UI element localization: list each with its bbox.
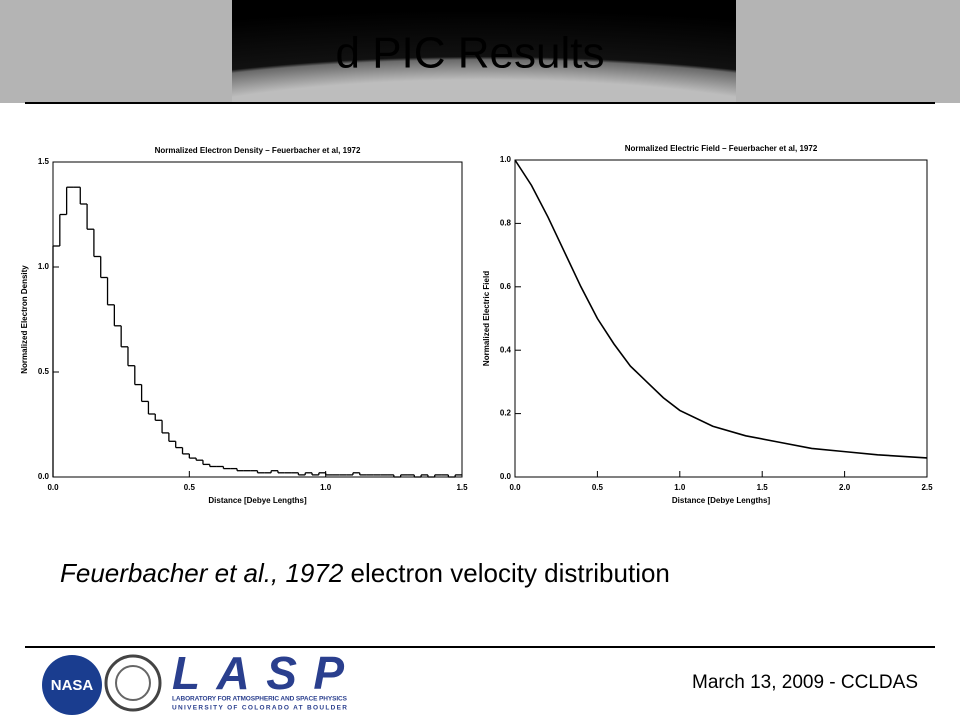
y-axis-label: Normalized Electric Field — [482, 271, 491, 366]
x-tick-label: 1.0 — [320, 483, 332, 492]
x-tick-label: 1.0 — [674, 483, 686, 492]
y-tick-label: 0.0 — [38, 472, 50, 481]
lasp-line1: LABORATORY FOR ATMOSPHERIC AND SPACE PHY… — [172, 696, 348, 703]
y-tick-label: 1.0 — [38, 262, 50, 271]
x-axis-label: Distance [Debye Lengths] — [672, 496, 771, 505]
x-tick-label: 0.0 — [47, 483, 59, 492]
x-axis-label: Distance [Debye Lengths] — [208, 496, 307, 505]
y-tick-label: 0.8 — [500, 219, 512, 228]
date: March 13, 2009 - CCLDAS — [692, 672, 918, 693]
y-tick-label: 1.0 — [500, 155, 512, 164]
y-tick-label: 0.6 — [500, 282, 512, 291]
slide-title: d PIC Results — [336, 29, 605, 78]
plot-frame — [514, 159, 928, 478]
x-tick-label: 0.5 — [592, 483, 604, 492]
y-tick-label: 0.5 — [38, 367, 50, 376]
x-tick-label: 1.5 — [757, 483, 769, 492]
chart-title: Normalized Electron Density – Feuerbache… — [155, 146, 361, 155]
y-tick-label: 1.5 — [38, 157, 50, 166]
line-series — [514, 159, 928, 459]
y-tick-label: 0.0 — [500, 472, 512, 481]
header-image — [232, 0, 736, 103]
y-axis-label: Normalized Electron Density — [20, 265, 29, 374]
cu-seal-inner — [115, 665, 151, 701]
lasp-line2: UNIVERSITY OF COLORADO AT BOULDER — [172, 705, 347, 712]
cu-seal — [104, 654, 162, 712]
lasp-logo: LASP — [172, 647, 344, 699]
caption: Feuerbacher et al., 1972 electron veloci… — [60, 558, 670, 588]
chart-title: Normalized Electric Field – Feuerbacher … — [625, 144, 818, 153]
x-tick-label: 2.5 — [921, 483, 933, 492]
caption-citation: Feuerbacher et al., 1972 — [60, 558, 344, 588]
x-tick-label: 1.5 — [456, 483, 468, 492]
caption-text: electron velocity distribution — [343, 558, 670, 588]
y-tick-label: 0.2 — [500, 409, 512, 418]
charts: Normalized Electron Density – Feuerbache… — [20, 144, 933, 505]
nasa-text: NASA — [51, 677, 94, 694]
x-tick-label: 2.0 — [839, 483, 851, 492]
nasa-logo — [42, 655, 102, 715]
x-tick-label: 0.5 — [184, 483, 196, 492]
x-tick-label: 0.0 — [509, 483, 521, 492]
y-tick-label: 0.4 — [500, 345, 512, 354]
